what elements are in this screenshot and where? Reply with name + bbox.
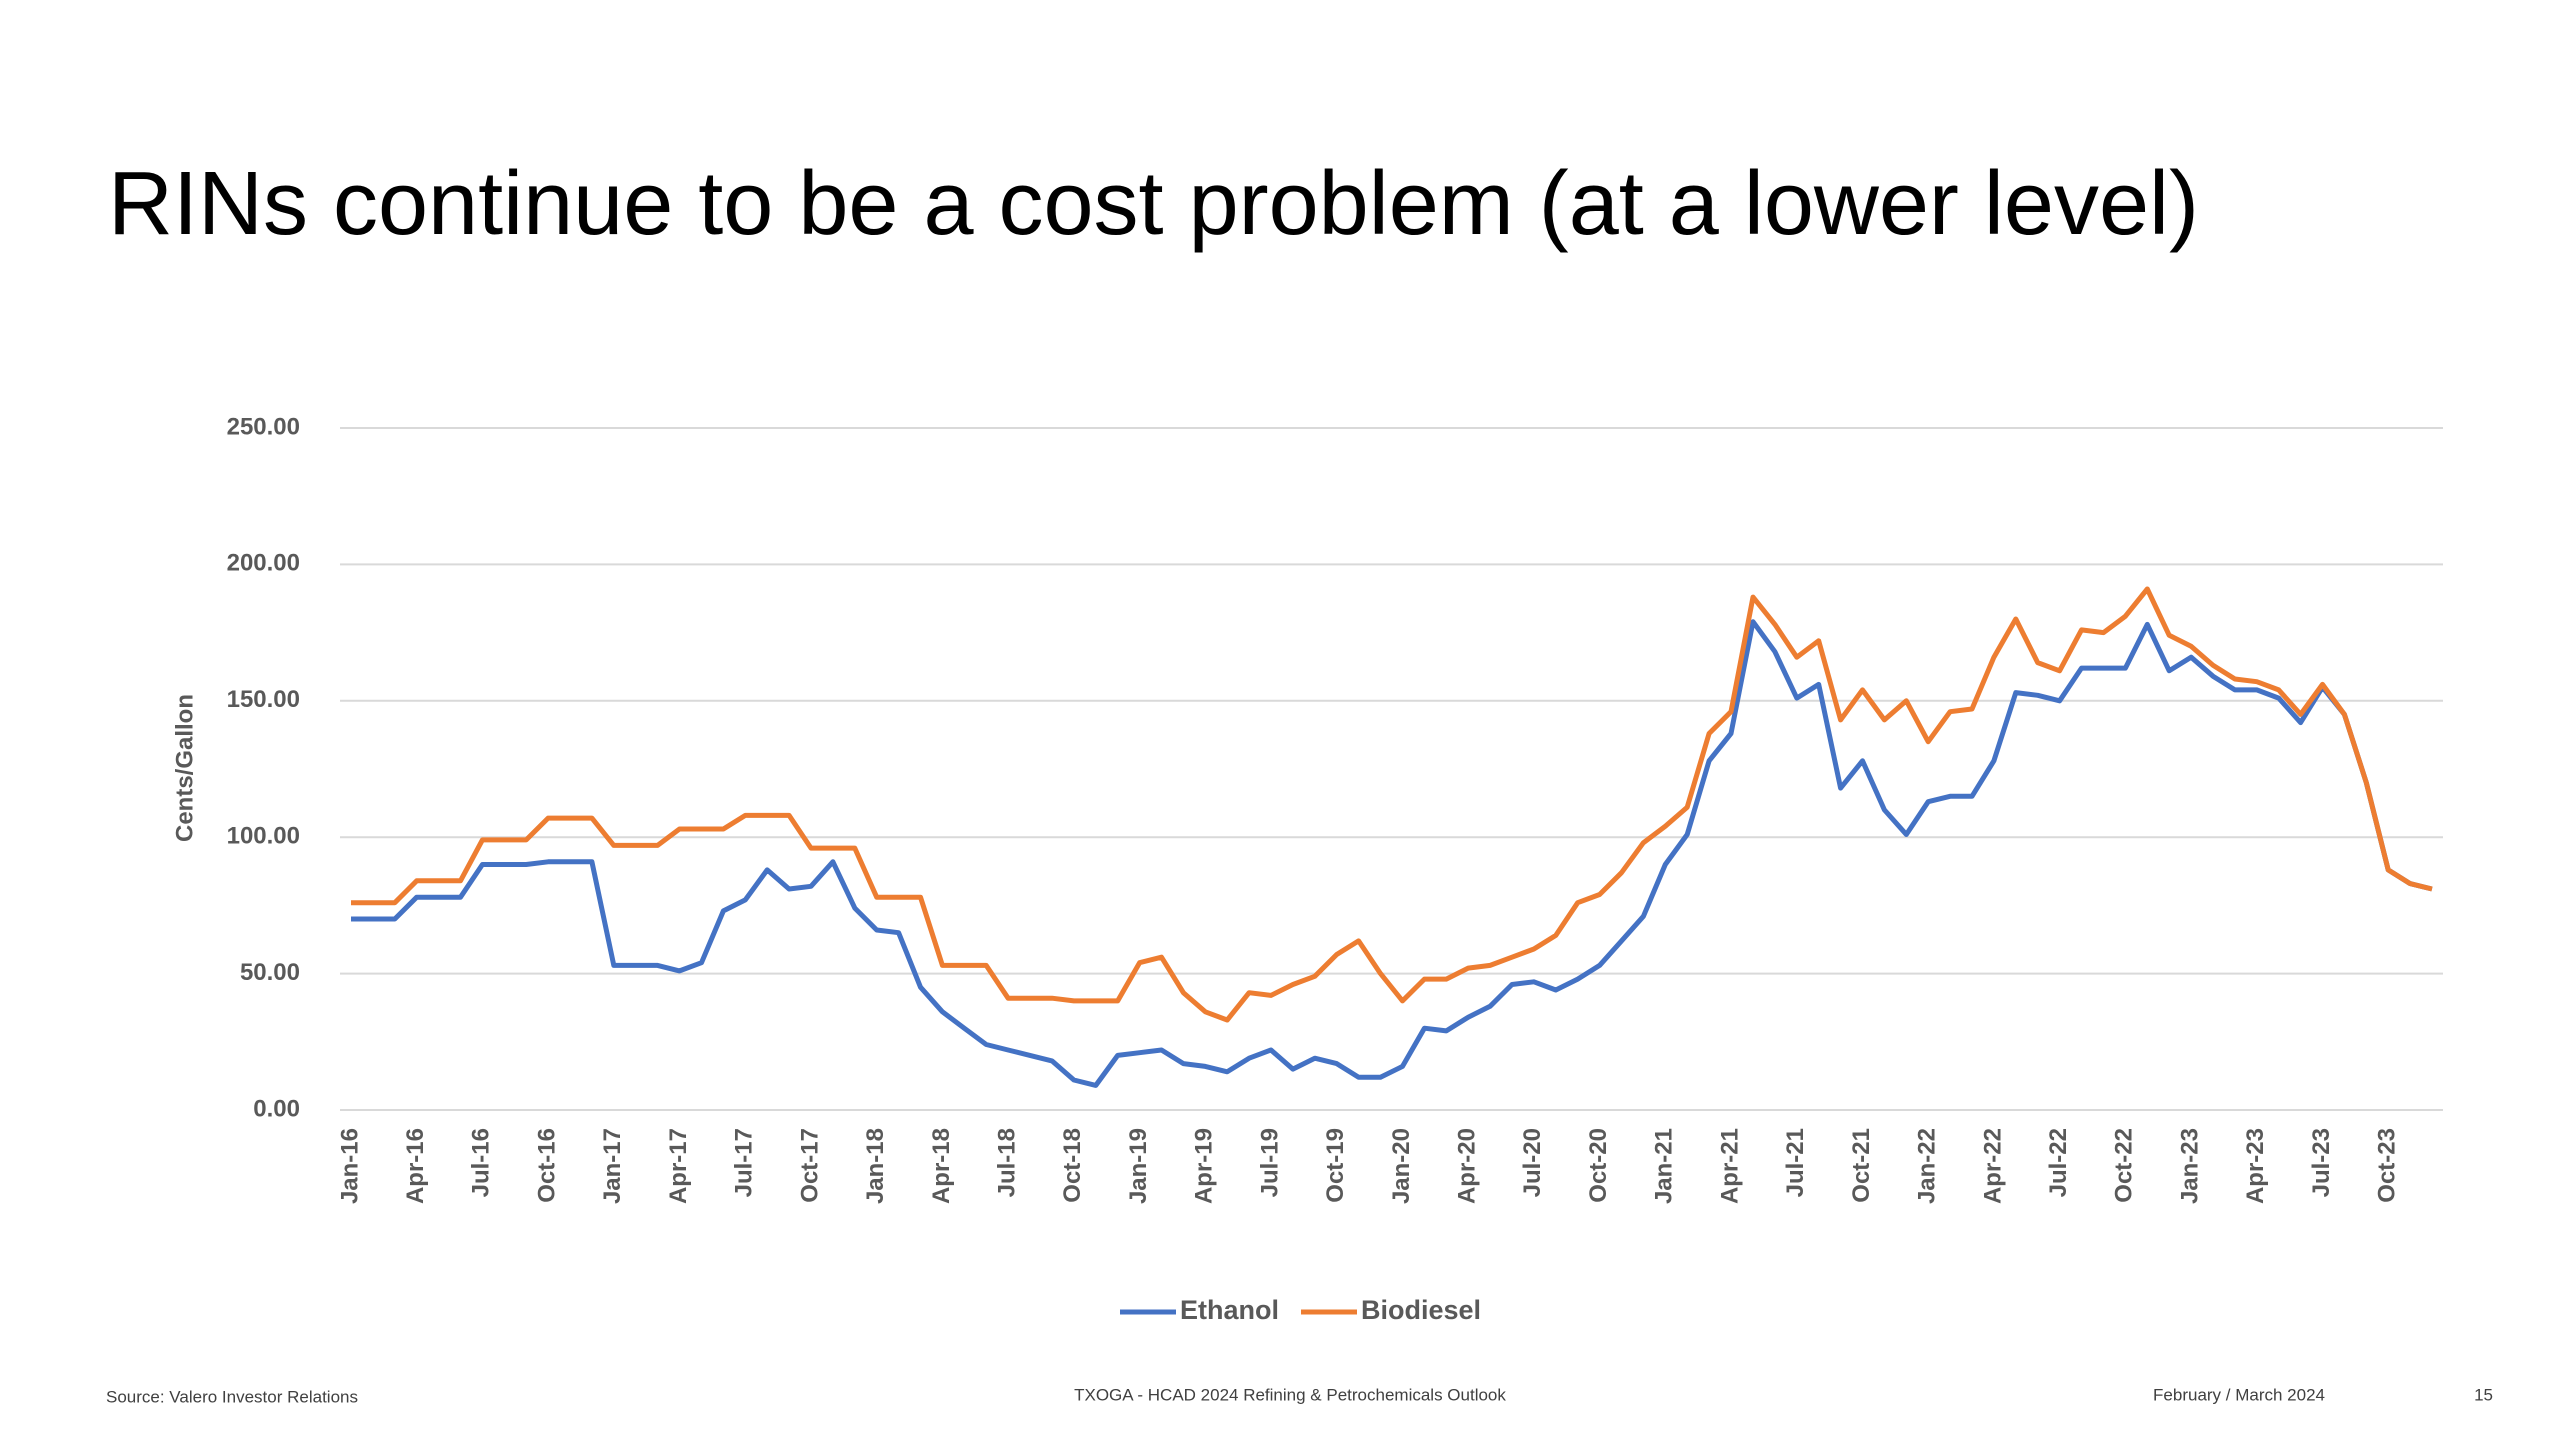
x-tick-label: Oct-18 bbox=[1059, 1128, 1086, 1203]
x-tick-label: Apr-23 bbox=[2242, 1128, 2269, 1204]
x-tick-label: Oct-21 bbox=[1848, 1128, 1875, 1203]
x-tick-label: Jan-21 bbox=[1651, 1128, 1678, 1204]
x-tick-label: Oct-19 bbox=[1322, 1128, 1349, 1203]
x-tick-label: Jul-22 bbox=[2045, 1128, 2072, 1197]
y-tick-label: 250.00 bbox=[227, 413, 300, 440]
x-tick-label: Jan-23 bbox=[2176, 1128, 2203, 1204]
footer-source: Source: Valero Investor Relations bbox=[106, 1387, 358, 1406]
series-line bbox=[351, 619, 2433, 1088]
x-tick-label: Oct-16 bbox=[533, 1128, 560, 1203]
x-tick-label: Apr-18 bbox=[928, 1128, 955, 1204]
x-tick-label: Oct-22 bbox=[2111, 1128, 2138, 1203]
legend-label: Biodiesel bbox=[1361, 1295, 1481, 1325]
x-tick-label: Apr-21 bbox=[1716, 1128, 1743, 1204]
x-tick-label: Jul-19 bbox=[1256, 1128, 1283, 1197]
x-tick-label: Jan-16 bbox=[336, 1128, 363, 1204]
footer-event: TXOGA - HCAD 2024 Refining & Petrochemic… bbox=[1074, 1385, 1506, 1404]
footer-date: February / March 2024 bbox=[2153, 1385, 2325, 1404]
y-tick-label: 50.00 bbox=[240, 959, 300, 986]
x-tick-label: Jan-20 bbox=[1388, 1128, 1415, 1204]
x-tick-label: Jul-17 bbox=[731, 1128, 758, 1197]
series-line bbox=[351, 586, 2433, 1023]
x-tick-label: Jul-20 bbox=[1519, 1128, 1546, 1197]
footer-page: 15 bbox=[2474, 1385, 2493, 1404]
x-tick-label: Oct-23 bbox=[2374, 1128, 2401, 1203]
y-tick-label: 100.00 bbox=[227, 823, 300, 850]
x-tick-label: Apr-16 bbox=[402, 1128, 429, 1204]
x-tick-label: Jul-23 bbox=[2308, 1128, 2335, 1197]
x-tick-label: Apr-17 bbox=[665, 1128, 692, 1204]
y-tick-label: 150.00 bbox=[227, 686, 300, 713]
y-tick-label: 0.00 bbox=[253, 1095, 300, 1122]
x-tick-label: Jan-22 bbox=[1914, 1128, 1941, 1204]
slide-title: RINs continue to be a cost problem (at a… bbox=[108, 154, 2199, 254]
x-tick-label: Apr-19 bbox=[1191, 1128, 1218, 1204]
x-tick-label: Apr-22 bbox=[1979, 1128, 2006, 1204]
x-tick-label: Jan-17 bbox=[599, 1128, 626, 1204]
y-tick-label: 200.00 bbox=[227, 550, 300, 577]
y-axis-title: Cents/Gallon bbox=[171, 694, 198, 842]
x-tick-label: Jul-16 bbox=[468, 1128, 495, 1197]
x-tick-label: Jan-18 bbox=[862, 1128, 889, 1204]
x-tick-label: Jul-21 bbox=[1782, 1128, 1809, 1197]
legend-label: Ethanol bbox=[1180, 1295, 1279, 1325]
x-tick-label: Oct-17 bbox=[796, 1128, 823, 1203]
x-tick-label: Oct-20 bbox=[1585, 1128, 1612, 1203]
x-tick-label: Apr-20 bbox=[1454, 1128, 1481, 1204]
x-tick-label: Jul-18 bbox=[993, 1128, 1020, 1197]
x-tick-label: Jan-19 bbox=[1125, 1128, 1152, 1204]
